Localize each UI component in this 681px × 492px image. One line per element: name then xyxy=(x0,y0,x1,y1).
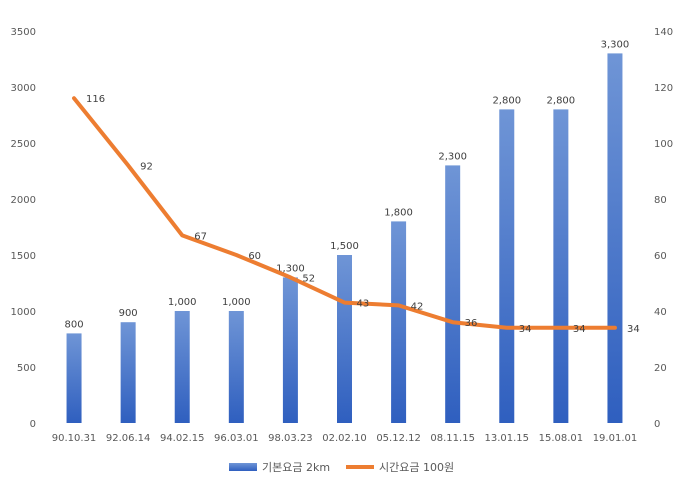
line-data-label: 36 xyxy=(465,318,478,329)
x-axis-tick-label: 92.06.14 xyxy=(106,433,151,444)
bar-data-label: 900 xyxy=(119,308,138,319)
bar xyxy=(174,311,190,423)
x-axis-tick-label: 19.01.01 xyxy=(593,433,638,444)
line-data-label: 43 xyxy=(357,299,370,310)
left-axis-tick-label: 1000 xyxy=(11,307,36,318)
bar-data-label: 1,300 xyxy=(276,263,305,274)
left-axis-tick-label: 3500 xyxy=(11,27,36,38)
left-axis-tick-label: 2500 xyxy=(11,139,36,150)
x-axis-tick-label: 94.02.15 xyxy=(160,433,205,444)
x-axis-tick-label: 08.11.15 xyxy=(430,433,475,444)
x-axis-tick-label: 96.03.01 xyxy=(214,433,259,444)
line-data-label: 67 xyxy=(194,231,207,242)
bar-data-label: 2,800 xyxy=(492,95,521,106)
right-axis-tick-label: 120 xyxy=(654,83,673,94)
line-data-label: 42 xyxy=(411,301,424,312)
bar-data-label: 800 xyxy=(64,319,83,330)
left-axis-tick-label: 2000 xyxy=(11,195,36,206)
line-data-labels: 116 92 67 60 52 43 42 36 34 34 34 xyxy=(86,94,640,335)
bar-data-label: 1,000 xyxy=(168,297,197,308)
line-data-label: 34 xyxy=(573,324,586,335)
legend-bar-swatch xyxy=(229,463,257,471)
x-axis-tick-label: 05.12.12 xyxy=(376,433,421,444)
bar xyxy=(445,165,461,423)
bar xyxy=(391,221,407,423)
left-axis-tick-label: 1500 xyxy=(11,251,36,262)
line-data-label: 116 xyxy=(86,94,105,105)
x-axis-tick-label: 13.01.15 xyxy=(485,433,530,444)
bar xyxy=(120,322,136,423)
line-data-label: 52 xyxy=(302,273,315,284)
left-axis-tick-label: 0 xyxy=(30,419,36,430)
bar xyxy=(553,109,569,424)
line-data-label: 34 xyxy=(627,324,640,335)
right-axis-tick-label: 0 xyxy=(654,419,660,430)
right-axis-tick-label: 60 xyxy=(654,251,667,262)
bar-data-label: 2,300 xyxy=(438,151,467,162)
bar-data-label: 1,800 xyxy=(384,207,413,218)
bar-data-label: 1,500 xyxy=(330,241,359,252)
bar xyxy=(228,311,244,423)
right-axis-tick-label: 80 xyxy=(654,195,667,206)
legend-bar-label: 기본요금 2km xyxy=(262,461,330,474)
bar-data-label: 1,000 xyxy=(222,297,251,308)
left-axis-tick-label: 3000 xyxy=(11,83,36,94)
right-axis-tick-label: 140 xyxy=(654,27,673,38)
line-data-label: 92 xyxy=(140,161,153,172)
line-data-label: 60 xyxy=(248,251,261,262)
right-axis-ticks: 0 20 40 60 80 100 120 140 xyxy=(654,27,673,430)
line-path xyxy=(72,96,617,330)
bar-data-label: 2,800 xyxy=(547,95,576,106)
x-axis-tick-label: 15.08.01 xyxy=(539,433,584,444)
x-axis-tick-label: 90.10.31 xyxy=(52,433,97,444)
line-data-label: 34 xyxy=(519,324,532,335)
bar xyxy=(337,255,352,423)
right-axis-tick-label: 20 xyxy=(654,363,667,374)
bar xyxy=(66,333,82,423)
line-series xyxy=(72,96,617,330)
bar-data-labels: 800 900 1,000 1,000 1,300 1,500 1,800 2,300 2,80… xyxy=(64,39,629,330)
right-axis-tick-label: 40 xyxy=(654,307,667,318)
legend: 기본요금 2km 시간요금 100원 xyxy=(229,461,454,474)
right-axis-tick-label: 100 xyxy=(654,139,673,150)
legend-line-label: 시간요금 100원 xyxy=(379,461,454,474)
bar xyxy=(499,109,515,424)
x-axis-tick-label: 98.03.23 xyxy=(268,433,313,444)
bar xyxy=(607,53,623,424)
bar-data-label: 3,300 xyxy=(601,39,630,50)
left-axis-tick-label: 500 xyxy=(17,363,36,374)
left-axis-ticks: 0 500 1000 1500 2000 2500 3000 3500 xyxy=(11,27,36,430)
x-axis-tick-label: 02.02.10 xyxy=(322,433,367,444)
bar-series xyxy=(66,53,623,424)
x-axis-ticks: 90.10.31 92.06.14 94.02.15 96.03.01 98.03.23… xyxy=(52,433,637,444)
bar xyxy=(282,277,298,423)
